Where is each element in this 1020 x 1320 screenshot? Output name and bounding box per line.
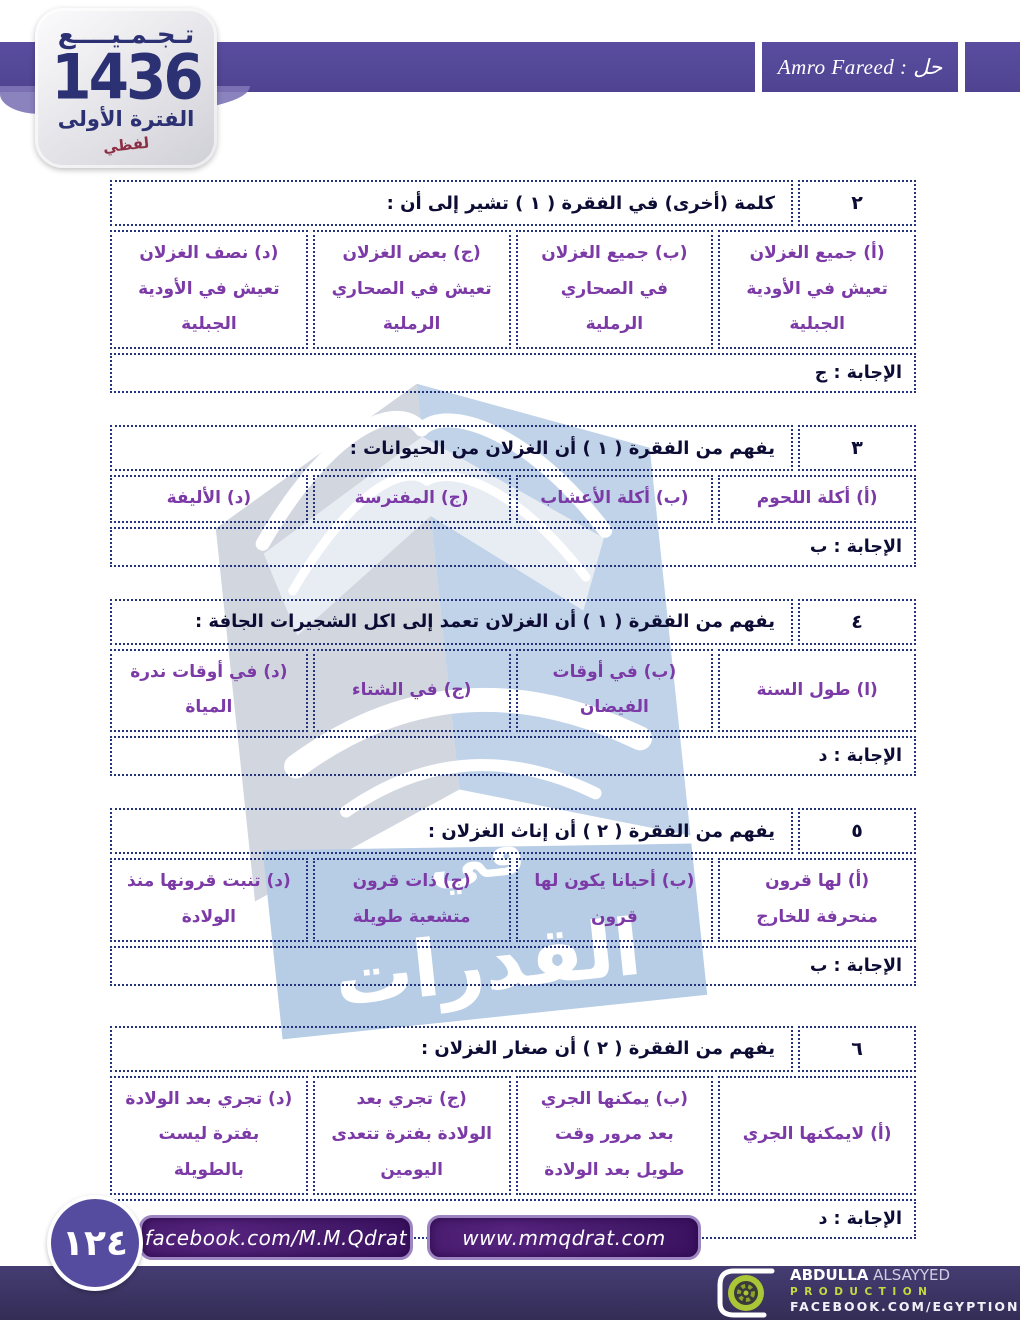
question-block-4: ٤ يفهم من الفقرة ( ١ ) أن الغزلان تعمد إ…	[110, 598, 916, 777]
logo-verbal-label: لفظي	[102, 133, 150, 157]
option-b: (ب) جميع الغزلان في الصحاري الرملية	[515, 230, 714, 350]
option-d: (د) في أوقات ندرة المياة	[110, 648, 308, 733]
logo-year: 1436	[51, 40, 203, 114]
question-number: ٢	[798, 180, 916, 226]
question-number: ٦	[798, 1025, 916, 1072]
answer-row: الإجابة : ب	[110, 526, 916, 567]
question-text: يفهم من الفقرة ( ١ ) أن الغزلان من الحيو…	[110, 425, 793, 472]
answer-text: الإجابة : ب	[110, 526, 916, 567]
answer-row: الإجابة : د	[110, 736, 916, 777]
header-separator	[755, 42, 762, 92]
option-c: (ج) ذات قرون متشعبة طويلة	[312, 858, 511, 942]
question-header-row: ٢ كلمة (أخرى) في الفقرة ( ١ ) تشير إلى أ…	[110, 180, 916, 226]
solver-credit-segment: Amro Fareed : حل	[762, 42, 958, 92]
options-row: (أ) لايمكنها الجري (ب) يمكنها الجري بعد …	[110, 1075, 916, 1195]
option-c: (ج) بعض الغزلان تعيش في الصحاري الرملية	[312, 230, 511, 350]
question-header-row: ٦ يفهم من الفقرة ( ٢ ) أن صغار الغزلان :	[110, 1025, 916, 1072]
option-c: (ج) تجري بعد الولادة بفترة تتعدى اليومين	[312, 1075, 511, 1195]
question-number: ٤	[798, 598, 916, 645]
option-c: (ج) المفترسة	[312, 475, 511, 523]
camera-icon	[717, 1268, 775, 1318]
production-credit: ABDULLA ALSAYYED PRODUCTION FACEBOOK.COM…	[712, 1263, 1020, 1320]
options-row: (أ) جميع الغزلان تعيش في الأودية الجبلية…	[110, 230, 916, 350]
question-header-row: ٣ يفهم من الفقرة ( ١ ) أن الغزلان من الح…	[110, 425, 916, 472]
facebook-link-text: facebook.com/M.M.Qdrat	[144, 1225, 408, 1250]
question-text: يفهم من الفقرة ( ٢ ) أن إناث الغزلان :	[110, 808, 793, 855]
website-link-badge[interactable]: www.mmqdrat.com	[427, 1215, 701, 1260]
question-number: ٣	[798, 425, 916, 472]
option-d: (د) نصف الغزلان تعيش في الأودية الجبلية	[110, 230, 308, 350]
header-separator	[958, 42, 965, 92]
question-number: ٥	[798, 808, 916, 855]
logo-badge-1436: تـجـمـيــــع 1436 الفترة الأولى لفظي	[35, 8, 217, 168]
footer-bar	[0, 1266, 1020, 1320]
production-label: PRODUCTION	[790, 1285, 934, 1298]
answer-text: الإجابة : د	[110, 736, 916, 777]
options-row: (أ) لها قرون منحرفة للخارج (ب) أحيانا يك…	[110, 858, 916, 942]
question-block-5: ٥ يفهم من الفقرة ( ٢ ) أن إناث الغزلان :…	[110, 808, 916, 986]
option-a: (أ) لها قرون منحرفة للخارج	[718, 858, 916, 942]
option-a: (أ) أكلة اللحوم	[718, 475, 916, 523]
options-row: (ا) طول السنة (ب) في أوقات الفيضان (ج) ف…	[110, 648, 916, 733]
option-d: (د) الأليفة	[110, 475, 308, 523]
option-b: (ب) يمكنها الجري بعد مرور وقت طويل بعد ا…	[515, 1075, 714, 1195]
answer-row: الإجابة : ب	[110, 945, 916, 986]
option-a: (أ) لايمكنها الجري	[718, 1075, 916, 1195]
option-d: (د) تنبت قرونها منذ الولادة	[110, 858, 308, 942]
website-link-text: www.mmqdrat.com	[462, 1225, 666, 1250]
option-d: (د) تجري بعد الولادة بفترة ليست بالطويلة	[110, 1075, 308, 1195]
option-a: (ا) طول السنة	[718, 648, 916, 733]
option-a: (أ) جميع الغزلان تعيش في الأودية الجبلية	[718, 230, 916, 350]
page-number: ١٢٤	[62, 1222, 128, 1264]
option-b: (ب) أكلة الأعشاب	[515, 475, 714, 523]
answer-text: الإجابة : ج	[110, 353, 916, 394]
option-b: (ب) أحيانا يكون لها قرون	[515, 858, 714, 942]
option-b: (ب) في أوقات الفيضان	[515, 648, 714, 733]
production-text: ABDULLA ALSAYYED PRODUCTION FACEBOOK.COM…	[790, 1267, 1020, 1315]
options-row: (أ) أكلة اللحوم (ب) أكلة الأعشاب (ج) الم…	[110, 475, 916, 523]
question-text: يفهم من الفقرة ( ٢ ) أن صغار الغزلان :	[110, 1025, 793, 1072]
answer-row: الإجابة : ج	[110, 353, 916, 394]
production-facebook-link[interactable]: FACEBOOK.COM/EGYPTION1	[790, 1299, 1020, 1315]
question-block-2: ٢ كلمة (أخرى) في الفقرة ( ١ ) تشير إلى أ…	[110, 180, 916, 394]
question-text: كلمة (أخرى) في الفقرة ( ١ ) تشير إلى أن …	[110, 180, 793, 226]
solver-credit-text: Amro Fareed : حل	[777, 54, 943, 79]
question-header-row: ٤ يفهم من الفقرة ( ١ ) أن الغزلان تعمد إ…	[110, 598, 916, 645]
question-block-6: ٦ يفهم من الفقرة ( ٢ ) أن صغار الغزلان :…	[110, 1025, 916, 1239]
question-text: يفهم من الفقرة ( ١ ) أن الغزلان تعمد إلى…	[110, 598, 793, 645]
production-name: ABDULLA ALSAYYED	[790, 1266, 951, 1285]
facebook-link-badge[interactable]: facebook.com/M.M.Qdrat	[139, 1215, 413, 1260]
logo-word-collection: تـجـمـيــــع	[57, 19, 195, 50]
question-block-3: ٣ يفهم من الفقرة ( ١ ) أن الغزلان من الح…	[110, 425, 916, 567]
question-header-row: ٥ يفهم من الفقرة ( ٢ ) أن إناث الغزلان :	[110, 808, 916, 855]
answer-text: الإجابة : ب	[110, 945, 916, 986]
option-c: (ج) في الشتاء	[312, 648, 511, 733]
page-number-circle: ١٢٤	[47, 1195, 143, 1291]
questions-area: ٢ كلمة (أخرى) في الفقرة ( ١ ) تشير إلى أ…	[110, 180, 916, 1271]
logo-period-label: الفترة الأولى	[57, 106, 195, 131]
